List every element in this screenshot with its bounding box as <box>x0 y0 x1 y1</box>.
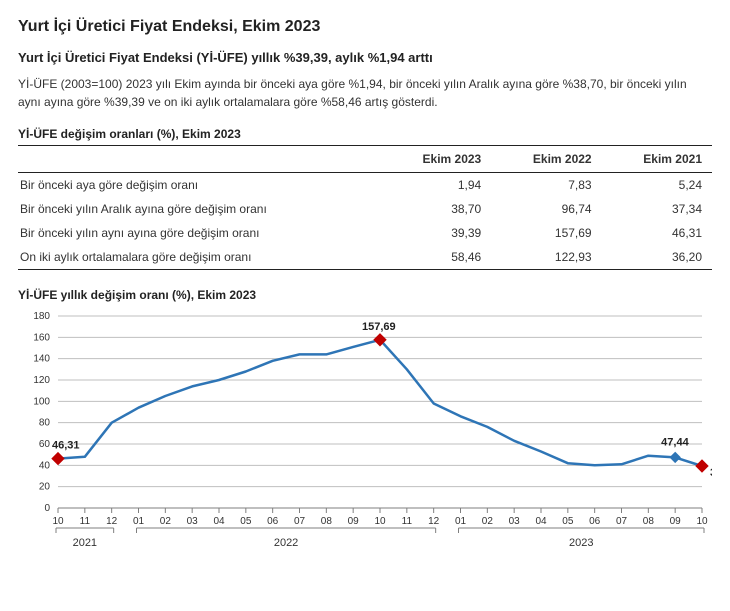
svg-text:10: 10 <box>696 516 708 527</box>
cell: 7,83 <box>491 173 601 198</box>
svg-text:05: 05 <box>562 516 574 527</box>
cell: 5,24 <box>602 173 712 198</box>
svg-text:100: 100 <box>33 396 50 407</box>
svg-text:09: 09 <box>670 516 682 527</box>
table-row: Bir önceki yılın aynı ayına göre değişim… <box>18 221 712 245</box>
svg-text:2023: 2023 <box>569 537 593 549</box>
svg-text:06: 06 <box>267 516 279 527</box>
svg-text:0: 0 <box>44 503 50 514</box>
svg-text:140: 140 <box>33 354 50 365</box>
svg-text:06: 06 <box>589 516 601 527</box>
sub-title: Yurt İçi Üretici Fiyat Endeksi (Yİ-ÜFE) … <box>18 50 712 65</box>
svg-text:10: 10 <box>374 516 386 527</box>
svg-text:05: 05 <box>240 516 252 527</box>
row-label: On iki aylık ortalamalara göre değişim o… <box>18 245 381 270</box>
chart-title: Yİ-ÜFE yıllık değişim oranı (%), Ekim 20… <box>18 288 712 302</box>
table-header-row: Ekim 2023 Ekim 2022 Ekim 2021 <box>18 146 712 173</box>
svg-text:60: 60 <box>39 439 51 450</box>
svg-text:120: 120 <box>33 375 50 386</box>
svg-text:11: 11 <box>402 516 413 527</box>
svg-text:160: 160 <box>33 332 50 343</box>
svg-text:11: 11 <box>80 516 91 527</box>
svg-text:08: 08 <box>321 516 333 527</box>
row-label: Bir önceki yılın aynı ayına göre değişim… <box>18 221 381 245</box>
svg-text:2021: 2021 <box>73 537 97 549</box>
svg-text:02: 02 <box>160 516 172 527</box>
cell: 1,94 <box>381 173 491 198</box>
table-row: Bir önceki aya göre değişim oranı 1,94 7… <box>18 173 712 198</box>
svg-text:07: 07 <box>294 516 306 527</box>
row-label: Bir önceki aya göre değişim oranı <box>18 173 381 198</box>
page-title: Yurt İçi Üretici Fiyat Endeksi, Ekim 202… <box>18 18 712 36</box>
svg-text:80: 80 <box>39 418 51 429</box>
rates-table: Ekim 2023 Ekim 2022 Ekim 2021 Bir önceki… <box>18 145 712 270</box>
svg-text:47,44: 47,44 <box>661 436 689 448</box>
cell: 39,39 <box>381 221 491 245</box>
svg-text:01: 01 <box>133 516 145 527</box>
col-2023: Ekim 2023 <box>381 146 491 173</box>
svg-text:46,31: 46,31 <box>52 440 80 452</box>
row-label: Bir önceki yılın Aralık ayına göre değiş… <box>18 197 381 221</box>
cell: 36,20 <box>602 245 712 270</box>
cell: 58,46 <box>381 245 491 270</box>
svg-text:12: 12 <box>428 516 440 527</box>
cell: 122,93 <box>491 245 601 270</box>
cell: 38,70 <box>381 197 491 221</box>
intro-paragraph: Yİ-ÜFE (2003=100) 2023 yılı Ekim ayında … <box>18 75 712 111</box>
svg-text:40: 40 <box>39 460 51 471</box>
svg-text:180: 180 <box>33 311 50 322</box>
col-2022: Ekim 2022 <box>491 146 601 173</box>
cell: 157,69 <box>491 221 601 245</box>
svg-text:39,39: 39,39 <box>710 467 712 479</box>
svg-text:09: 09 <box>348 516 360 527</box>
svg-text:02: 02 <box>482 516 494 527</box>
svg-text:03: 03 <box>187 516 199 527</box>
svg-text:04: 04 <box>535 516 547 527</box>
svg-text:20: 20 <box>39 482 51 493</box>
table-title: Yİ-ÜFE değişim oranları (%), Ekim 2023 <box>18 127 712 141</box>
svg-text:08: 08 <box>643 516 655 527</box>
col-2021: Ekim 2021 <box>602 146 712 173</box>
table-row: Bir önceki yılın Aralık ayına göre değiş… <box>18 197 712 221</box>
line-chart: 0204060801001201401601801011120102030405… <box>18 308 712 558</box>
col-blank <box>18 146 381 173</box>
svg-text:10: 10 <box>52 516 64 527</box>
cell: 96,74 <box>491 197 601 221</box>
cell: 37,34 <box>602 197 712 221</box>
table-row: On iki aylık ortalamalara göre değişim o… <box>18 245 712 270</box>
svg-text:12: 12 <box>106 516 118 527</box>
svg-text:04: 04 <box>213 516 225 527</box>
svg-text:2022: 2022 <box>274 537 298 549</box>
cell: 46,31 <box>602 221 712 245</box>
chart-svg: 0204060801001201401601801011120102030405… <box>18 308 712 558</box>
svg-text:01: 01 <box>455 516 467 527</box>
svg-text:03: 03 <box>509 516 521 527</box>
svg-text:157,69: 157,69 <box>362 321 396 333</box>
svg-text:07: 07 <box>616 516 628 527</box>
